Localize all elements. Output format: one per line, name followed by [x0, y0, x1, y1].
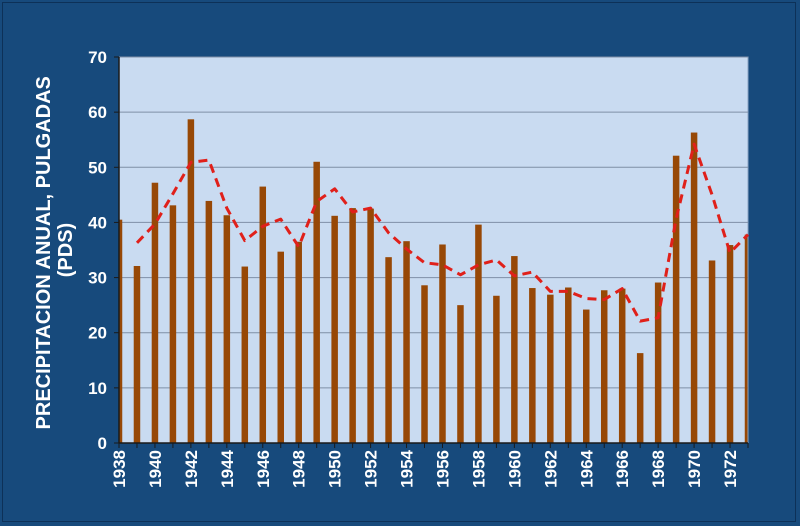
bar: [654, 282, 662, 443]
bar: [565, 287, 572, 443]
x-tick-label: 1948: [290, 450, 309, 488]
bar: [151, 182, 159, 443]
bar: [690, 132, 698, 443]
bar: [223, 215, 231, 443]
bar: [439, 244, 446, 443]
y-tick-label: 70: [88, 48, 107, 67]
bar: [708, 260, 716, 443]
bar: [169, 205, 177, 443]
bar: [726, 245, 734, 443]
x-tick-label: 1956: [433, 450, 452, 488]
bar: [529, 288, 536, 443]
bar: [421, 285, 428, 443]
bar: [618, 288, 626, 443]
y-axis-title-line-2: (PDS): [55, 223, 77, 277]
bar: [636, 353, 644, 443]
bar: [475, 224, 482, 443]
bar: [349, 208, 356, 443]
y-tick-label: 60: [88, 103, 107, 122]
x-tick-label: 1946: [254, 450, 273, 488]
y-axis-tick-labels: 0 10 20 30 40 50 60 70: [88, 48, 107, 453]
x-tick-label: 1950: [326, 450, 345, 488]
x-tick-label: 1962: [541, 450, 560, 488]
x-tick-label: 1968: [649, 450, 668, 488]
y-tick-label: 20: [88, 324, 107, 343]
bar-series: [119, 119, 748, 444]
bar: [672, 155, 680, 443]
x-tick-label: 1964: [577, 449, 596, 487]
trend-line: [135, 142, 750, 323]
bar: [403, 241, 410, 443]
x-tick-label: 1970: [685, 450, 704, 488]
y-axis-title: PRECIPITACION ANUAL, PULGADAS (PDS): [33, 71, 77, 430]
bar: [583, 309, 590, 443]
y-tick-label: 40: [88, 213, 107, 232]
bar: [313, 161, 320, 443]
bar: [457, 305, 464, 443]
x-tick-label: 1960: [505, 450, 524, 488]
plot-area: [118, 56, 749, 444]
bar: [511, 256, 518, 443]
x-tick-label: 1942: [182, 450, 201, 488]
bar: [367, 208, 374, 443]
bar: [133, 265, 141, 443]
bar: [600, 290, 608, 443]
y-tick-label: 0: [98, 434, 107, 453]
bar: [547, 294, 554, 443]
bar: [295, 241, 302, 443]
y-tick-label: 50: [88, 158, 107, 177]
bar: [205, 200, 213, 443]
bar: [493, 295, 500, 443]
x-tick-label: 1972: [721, 450, 740, 488]
axes: [114, 56, 749, 448]
y-tick-label: 10: [88, 379, 107, 398]
bar: [187, 119, 195, 443]
bar: [119, 219, 123, 443]
bar: [385, 257, 392, 443]
bar: [241, 266, 249, 443]
y-axis-title-line-1: PRECIPITACION ANUAL, PULGADAS: [33, 76, 55, 429]
x-tick-label: 1938: [110, 450, 129, 488]
trend-line-series: [135, 142, 750, 323]
bar: [331, 215, 338, 443]
x-tick-label: 1958: [469, 450, 488, 488]
y-tick-label: 30: [88, 269, 107, 288]
bar: [744, 234, 748, 443]
x-tick-label: 1940: [146, 450, 165, 488]
bar: [277, 251, 284, 443]
x-axis-tick-labels: 1938 1940 1942 1944 1946 1948 1950 1952 1954 1956…: [110, 449, 740, 487]
x-tick-label: 1966: [613, 450, 632, 488]
bar: [259, 186, 267, 444]
x-tick-label: 1952: [362, 450, 381, 488]
x-tick-label: 1944: [218, 449, 237, 487]
x-tick-label: 1954: [398, 449, 417, 487]
